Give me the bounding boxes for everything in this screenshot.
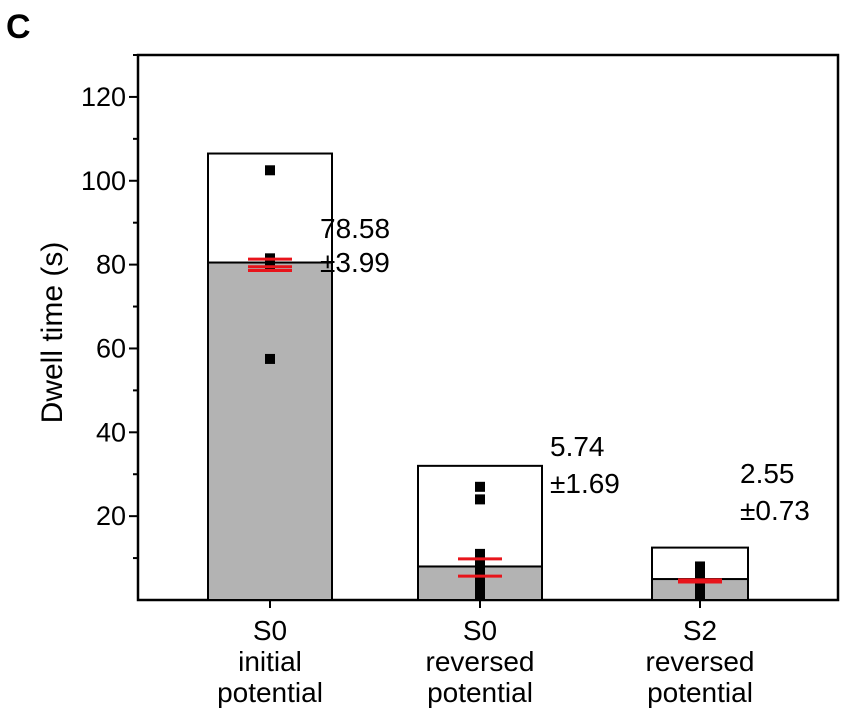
y-axis-title: Dwell time (s) bbox=[36, 242, 69, 424]
data-point bbox=[265, 259, 275, 270]
data-point bbox=[475, 582, 485, 593]
mean-label: 78.58 bbox=[320, 213, 390, 244]
data-point bbox=[695, 569, 705, 580]
data-point bbox=[695, 590, 705, 601]
y-tick-label: 80 bbox=[96, 250, 126, 280]
x-category-label: S0 bbox=[253, 615, 287, 646]
y-tick-label: 60 bbox=[96, 333, 126, 363]
data-point bbox=[475, 557, 485, 568]
y-tick-label: 120 bbox=[81, 82, 126, 112]
x-category-label: S0 bbox=[463, 615, 497, 646]
data-point bbox=[265, 353, 275, 364]
x-category-label: potential bbox=[427, 677, 533, 708]
data-point bbox=[475, 590, 485, 601]
data-point bbox=[475, 574, 485, 585]
y-tick-label: 40 bbox=[96, 417, 126, 447]
data-point bbox=[475, 481, 485, 492]
x-category-label: potential bbox=[647, 677, 753, 708]
error-label: ±1.69 bbox=[550, 468, 620, 499]
data-point bbox=[475, 565, 485, 576]
mean-label: 5.74 bbox=[550, 431, 605, 462]
data-point bbox=[475, 548, 485, 559]
x-category-label: reversed bbox=[426, 646, 535, 677]
error-label: ±3.99 bbox=[320, 247, 390, 278]
y-tick-label: 20 bbox=[96, 501, 126, 531]
error-label: ±0.73 bbox=[740, 495, 810, 526]
data-point bbox=[265, 165, 275, 176]
x-category-label: reversed bbox=[646, 646, 755, 677]
mean-label: 2.55 bbox=[740, 458, 795, 489]
x-category-label: potential bbox=[217, 677, 323, 708]
panel-letter: C bbox=[6, 8, 31, 46]
x-category-label: S2 bbox=[683, 615, 717, 646]
x-category-label: initial bbox=[238, 646, 302, 677]
y-tick-label: 100 bbox=[81, 166, 126, 196]
bar-lower-box bbox=[207, 261, 333, 601]
data-point bbox=[695, 561, 705, 572]
data-point bbox=[475, 494, 485, 505]
